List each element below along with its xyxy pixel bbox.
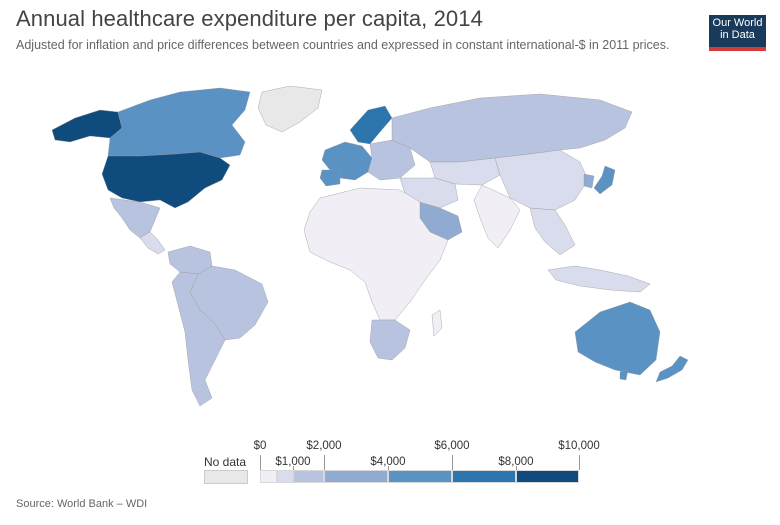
map-legend: No data $0 $2,000 $6,000 $10,000 $1,000 $4,00… [0,430,780,490]
region-new-zealand[interactable] [655,355,689,383]
chart-title: Annual healthcare expenditure per capita… [16,6,483,31]
region-russia[interactable] [391,93,633,163]
legend-upper-tick-label: $2,000 [306,440,342,452]
region-tasmania[interactable] [619,369,629,381]
owid-logo[interactable]: Our World in Data [709,15,766,51]
region-india[interactable] [473,184,521,249]
legend-upper-tick-label: $0 [253,440,267,452]
region-korea[interactable] [583,173,595,189]
legend-swatch-0[interactable] [260,470,277,483]
legend-no-data-swatch [204,470,248,484]
legend-upper-tick-label: $6,000 [434,440,470,452]
region-japan[interactable] [593,165,616,195]
region-china[interactable] [494,149,589,211]
world-map [51,85,689,407]
region-africa[interactable] [303,187,449,321]
legend-lower-tick-label: $1,000 [275,456,311,468]
region-madagascar[interactable] [431,309,443,337]
region-australia[interactable] [574,301,661,376]
region-usa[interactable] [101,151,231,209]
region-indonesia[interactable] [547,265,651,293]
legend-swatch-1[interactable] [277,470,293,483]
region-iberia[interactable] [319,169,341,187]
logo-line-2: in Data [720,29,755,41]
legend-lower-tick [516,466,517,470]
region-southern-south-america[interactable] [171,271,226,407]
logo-line-1: Our World [712,17,763,29]
region-southeast-asia[interactable] [529,207,576,256]
region-greenland[interactable] [257,85,323,133]
region-mexico[interactable] [109,197,161,239]
legend-upper-tick [579,455,580,470]
legend-upper-tick-label: $10,000 [558,440,600,452]
source-note: Source: World Bank – WDI [16,498,148,510]
region-canada[interactable] [107,87,251,159]
region-scandinavia[interactable] [349,105,393,145]
chart-subtitle: Adjusted for inflation and price differe… [16,38,670,52]
legend-lower-tick [388,466,389,470]
legend-upper-tick [452,455,453,470]
legend-upper-tick [260,455,261,470]
region-central-america[interactable] [139,231,166,255]
legend-upper-tick [324,455,325,470]
legend-no-data-label: No data [204,455,247,469]
legend-swatch-4[interactable] [388,470,452,483]
legend-lower-tick-label: $4,000 [370,456,406,468]
legend-swatch-2[interactable] [293,470,324,483]
region-southern-africa[interactable] [369,319,411,361]
legend-lower-tick-label: $8,000 [498,456,534,468]
legend-swatch-5[interactable] [452,470,516,483]
legend-swatch-6[interactable] [516,470,579,483]
legend-lower-tick [293,466,294,470]
legend-swatch-3[interactable] [324,470,388,483]
